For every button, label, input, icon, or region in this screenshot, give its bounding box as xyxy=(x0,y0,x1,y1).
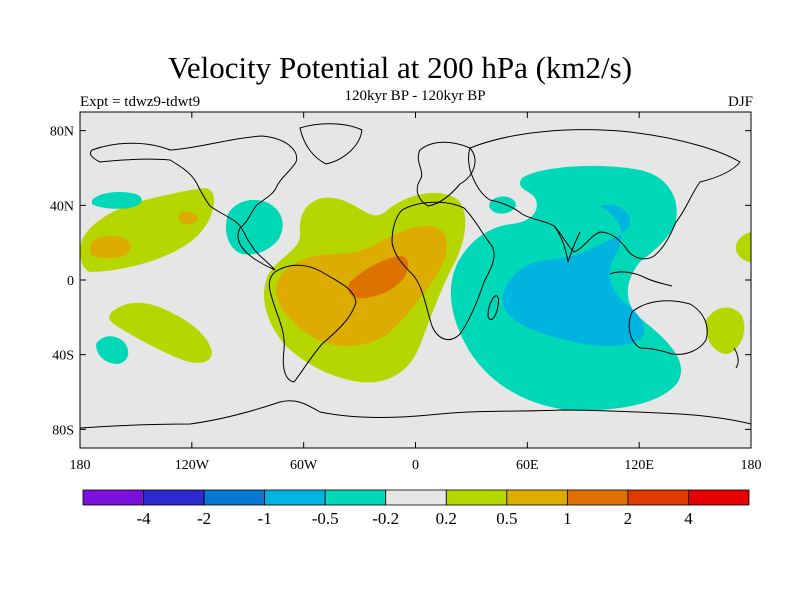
y-tick-label: 80N xyxy=(50,125,74,140)
x-tick-label: 120E xyxy=(624,458,654,473)
coastline-south-america xyxy=(268,264,357,383)
x-tick-label: 180 xyxy=(70,458,91,473)
experiment-label: Expt = tdwz9-tdwt9 xyxy=(80,94,201,110)
colorbar-label: -0.5 xyxy=(312,509,339,528)
colorbar: -4 -2 -1 -0.5 -0.2 0.2 0.5 1 2 4 xyxy=(82,489,750,528)
negative-region-north-america xyxy=(225,199,283,255)
colorbar-swatch xyxy=(203,489,266,506)
coastline-australia xyxy=(628,300,708,355)
coastline-madagascar xyxy=(487,295,499,321)
positive-region-south-pacific xyxy=(109,302,212,363)
y-tick-label: 0 xyxy=(67,274,74,289)
negative-region-ne-pacific xyxy=(92,192,142,209)
coastline-asia xyxy=(468,129,741,260)
colorbar-label: 0.5 xyxy=(496,509,517,528)
colorbar-label: -0.2 xyxy=(372,509,399,528)
x-tick-label: 60E xyxy=(516,458,539,473)
negative-region-se-pacific xyxy=(96,336,129,364)
coastline-india xyxy=(553,225,581,263)
negative-region-north-atlantic xyxy=(489,196,516,214)
plot-title: Velocity Potential at 200 hPa (km2/s) xyxy=(167,50,633,85)
x-tick-label: 0 xyxy=(412,458,419,473)
colorbar-label: -1 xyxy=(258,509,272,528)
positive-region-atlantic-core xyxy=(347,256,409,299)
coastline-north-america xyxy=(89,135,298,271)
colorbar-swatch xyxy=(688,489,750,506)
season-label: DJF xyxy=(727,94,753,110)
colorbar-label: -2 xyxy=(197,509,211,528)
colorbar-label: 2 xyxy=(624,509,633,528)
positive-region-north-pacific-mid xyxy=(90,236,131,259)
colorbar-swatch xyxy=(143,489,205,506)
positive-region-dateline xyxy=(735,232,751,262)
x-tick-label: 180 xyxy=(741,458,762,473)
coastline-new-zealand xyxy=(733,347,739,369)
coastline-antarctica xyxy=(80,400,751,429)
colorbar-label: 4 xyxy=(684,509,693,528)
y-tick-label: 80S xyxy=(52,423,74,438)
colorbar-swatch xyxy=(324,489,387,506)
y-tick-label: 40S xyxy=(52,349,74,364)
colorbar-swatch xyxy=(506,489,568,506)
positive-region-tasman xyxy=(705,307,745,354)
coastline-africa xyxy=(391,201,495,341)
colorbar-label: 0.2 xyxy=(436,509,457,528)
coastline-greenland xyxy=(299,123,363,165)
y-tick-label: 40N xyxy=(50,199,74,214)
colorbar-swatch xyxy=(445,489,508,506)
colorbar-swatch xyxy=(627,489,689,506)
coastline-europe xyxy=(416,141,476,207)
axis-ticks: 180 120W 60W 0 60E 120E 180 80N 40N 0 40S 80S xyxy=(50,112,762,473)
colorbar-swatch xyxy=(566,489,629,506)
coastlines xyxy=(80,123,751,429)
colorbar-label: -4 xyxy=(136,509,151,528)
colorbar-swatch xyxy=(385,489,447,506)
contour-fills xyxy=(80,165,751,411)
coastline-indonesia xyxy=(609,271,673,287)
negative-region-indian-ocean-mid xyxy=(502,204,645,347)
positive-region-north-pacific-east-mid xyxy=(178,211,198,225)
colorbar-swatch xyxy=(82,489,144,506)
x-tick-label: 60W xyxy=(290,458,318,473)
colorbar-swatch xyxy=(264,489,326,506)
colorbar-label: 1 xyxy=(563,509,572,528)
plot-subtitle: 120kyr BP - 120kyr BP xyxy=(344,88,486,104)
x-tick-label: 120W xyxy=(175,458,210,473)
